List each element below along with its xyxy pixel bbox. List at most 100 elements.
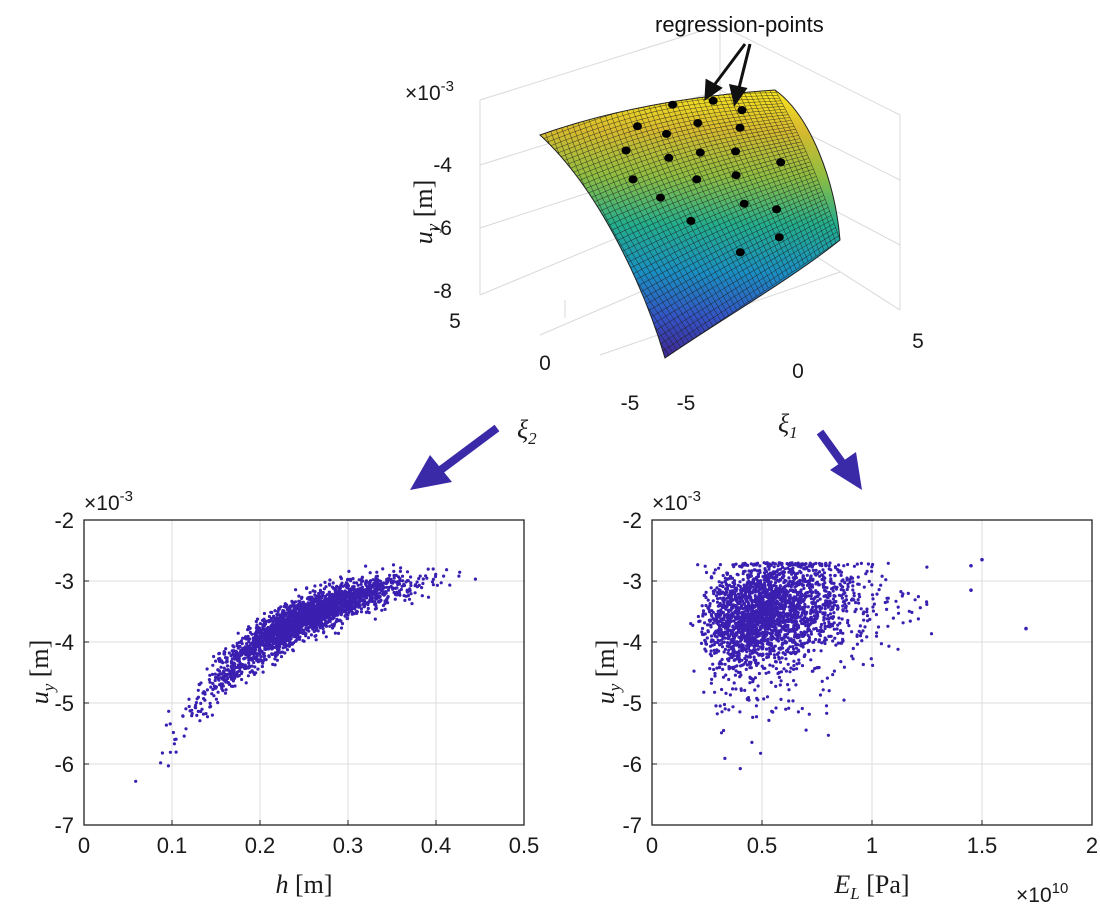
scatter-point (255, 654, 259, 659)
scatter-point (718, 704, 722, 708)
scatter-point (718, 596, 723, 600)
y-tick-label: -6 (54, 752, 74, 777)
scatter-point (781, 576, 785, 580)
scatter-point (282, 621, 286, 625)
scatter-point (413, 591, 417, 595)
regression-point (656, 193, 665, 202)
scatter-point (780, 561, 784, 566)
mesh-line-v (564, 129, 796, 198)
scatter-point (793, 597, 797, 602)
scatter-point (255, 658, 259, 662)
scatter-point (382, 593, 386, 597)
scatter-point (723, 647, 728, 652)
scatter-point (283, 625, 287, 630)
scatter-point (801, 618, 806, 622)
scatter-point (741, 578, 745, 582)
scatter-point (263, 654, 267, 658)
ticks-h: 0 0.1 0.2 0.3 0.4 0.5-2-3-4-5-6-7 (54, 508, 539, 858)
scatter-point (722, 615, 726, 619)
scatter-point (195, 713, 199, 718)
scatter-panel-EL: 0 0.5 1 1.5 2-2-3-4-5-6-7 ×10-3 ×1010 uy [m]… (591, 488, 1098, 907)
scatter-point (261, 623, 265, 627)
scatter-points-EL (689, 557, 1028, 771)
scatter-point (814, 605, 818, 610)
scatter-point (766, 618, 770, 622)
scatter-point (736, 583, 740, 587)
scatter-point (756, 698, 760, 702)
scatter-point (231, 679, 235, 683)
scatter-point (836, 568, 840, 572)
scatter-point (306, 636, 311, 640)
scatter-point (708, 602, 712, 606)
scatter-point (255, 617, 260, 621)
scatter-point (865, 614, 870, 618)
scatter-point (273, 645, 277, 650)
scatter-point (417, 577, 421, 581)
mesh-line-v (632, 207, 829, 313)
scatter-point (359, 607, 363, 611)
scatter-point (300, 610, 304, 614)
scatter-point (400, 574, 405, 578)
scatter-point (738, 767, 742, 771)
scatter-point (442, 574, 446, 578)
scatter-point (732, 584, 736, 589)
scatter-point (745, 650, 749, 654)
scatter-point (250, 664, 254, 668)
scatter-point (713, 632, 717, 636)
scatter-point (805, 573, 809, 577)
scatter-point (240, 642, 244, 646)
scatter-point (809, 630, 813, 634)
scatter-point (289, 642, 293, 646)
scatter-point (792, 667, 796, 672)
scatter-point (309, 625, 313, 629)
scatter-point (857, 582, 861, 586)
scatter-point (870, 593, 875, 597)
scatter-point (712, 667, 716, 672)
scatter-point (409, 592, 413, 596)
scatter-point (769, 563, 773, 567)
scatter-point (420, 586, 424, 590)
mesh-line-v (581, 151, 807, 232)
scatter-point (247, 664, 252, 668)
scatter-point (409, 581, 413, 585)
scatter-point (374, 580, 378, 585)
scatter-point (746, 638, 750, 642)
scatter-point (925, 565, 929, 569)
scatter-point (823, 621, 827, 625)
scatter-point (832, 611, 836, 615)
scatter-point (754, 704, 759, 708)
scatter-point (785, 612, 789, 616)
scatter-point (340, 581, 344, 585)
scatter-point (373, 617, 377, 621)
scatter-point (384, 581, 388, 586)
scatter-point (784, 628, 788, 633)
scatter-point (324, 585, 328, 589)
scatter-point (166, 764, 170, 768)
scatter-point (290, 599, 294, 604)
scatter-point (773, 605, 777, 610)
scatter-point (780, 646, 784, 650)
scatter-point (731, 612, 735, 617)
scatter-point (712, 618, 717, 622)
scatter-point (817, 632, 821, 636)
scatter-point (298, 635, 302, 639)
scatter-point (758, 652, 762, 657)
scatter-point (243, 656, 247, 660)
scatter-point (754, 715, 759, 719)
scatter-point (843, 591, 847, 595)
scatter-point (172, 742, 176, 746)
xi1-label: ξ1 (778, 409, 798, 442)
scatter-point (212, 654, 216, 659)
scatter-point (371, 599, 375, 603)
regression-point (633, 122, 642, 131)
scatter-point (247, 627, 251, 631)
scatter-point (219, 672, 223, 676)
scatter-point (254, 641, 258, 645)
scatter-point (792, 615, 796, 620)
scatter-point (286, 644, 290, 648)
scatter-point (739, 621, 744, 625)
scatter-point (361, 579, 365, 583)
scatter-point (726, 608, 730, 612)
scatter-point (745, 582, 749, 587)
scatter-point (719, 642, 724, 646)
